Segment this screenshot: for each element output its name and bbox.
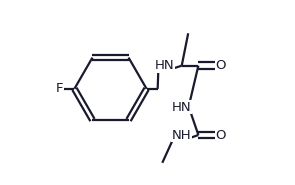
Text: HN: HN (172, 101, 191, 114)
Text: O: O (215, 129, 226, 142)
Text: HN: HN (155, 59, 174, 72)
Text: F: F (55, 82, 63, 95)
Text: O: O (215, 59, 226, 72)
Text: NH: NH (172, 129, 191, 142)
